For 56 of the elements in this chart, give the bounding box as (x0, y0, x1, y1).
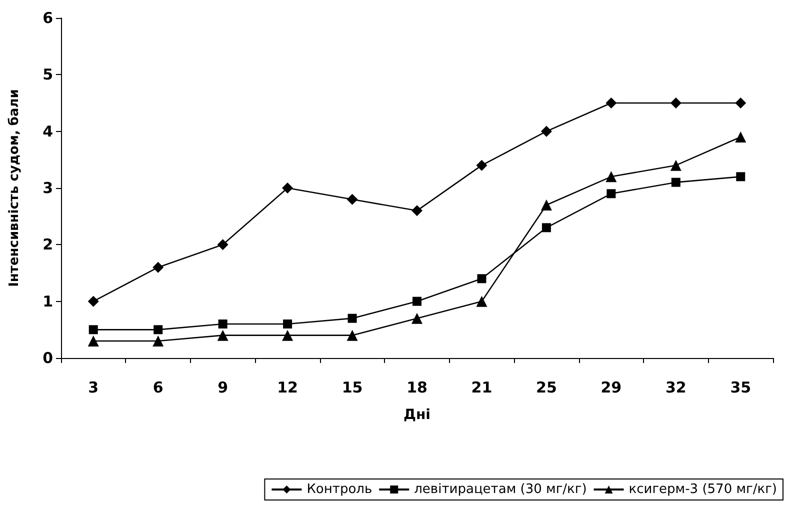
point (152, 336, 164, 346)
x-tick-label: 3 (88, 378, 99, 396)
point (346, 330, 358, 341)
point (542, 223, 551, 232)
x-tick-label: 29 (600, 378, 622, 396)
point (476, 160, 488, 171)
x-tick-label: 32 (665, 378, 686, 396)
x-tick-label: 6 (152, 378, 164, 396)
point (88, 325, 98, 334)
y-tick-label: 1 (42, 292, 53, 310)
point (217, 239, 228, 250)
point (670, 160, 682, 171)
point (88, 296, 99, 307)
x-tick-label: 9 (218, 378, 228, 396)
y-axis-title: Інтенсивність судом, бали (7, 89, 22, 287)
point (735, 132, 746, 142)
point (476, 296, 488, 307)
legend-label: ксигерм-3 (570 мг/кг) (628, 482, 777, 497)
point (735, 98, 746, 108)
x-tick-label: 15 (342, 378, 363, 396)
point (606, 189, 616, 198)
y-tick-label: 0 (42, 349, 53, 367)
point (540, 200, 552, 210)
x-tick-label: 12 (277, 378, 298, 396)
point (412, 312, 422, 324)
y-tick-label: 5 (42, 66, 53, 84)
point (282, 330, 294, 341)
y-tick-label: 4 (42, 122, 53, 140)
point (606, 98, 617, 108)
legend-label: Контроль (306, 482, 372, 497)
point (412, 205, 422, 216)
point (671, 178, 680, 187)
point (670, 98, 682, 108)
x-tick-label: 18 (406, 378, 428, 396)
legend-label: левітирацетам (30 мг/кг) (414, 482, 587, 497)
point (282, 182, 294, 194)
y-tick-label: 6 (42, 9, 53, 27)
x-tick-label: 35 (730, 378, 752, 396)
y-tick-label: 2 (42, 236, 53, 254)
point (540, 126, 552, 137)
point (154, 325, 163, 334)
point (412, 296, 422, 306)
point (217, 330, 228, 341)
point (283, 320, 292, 328)
point (606, 171, 617, 182)
point (346, 194, 358, 205)
point (152, 262, 164, 273)
x-tick-label: 21 (471, 378, 492, 396)
point (218, 320, 228, 328)
point (348, 314, 357, 323)
x-tick-label: 25 (536, 378, 557, 396)
x-axis-title: Дні (404, 407, 430, 423)
point (477, 274, 486, 284)
point (88, 336, 99, 346)
y-tick-label: 3 (42, 179, 53, 197)
point (736, 172, 746, 182)
